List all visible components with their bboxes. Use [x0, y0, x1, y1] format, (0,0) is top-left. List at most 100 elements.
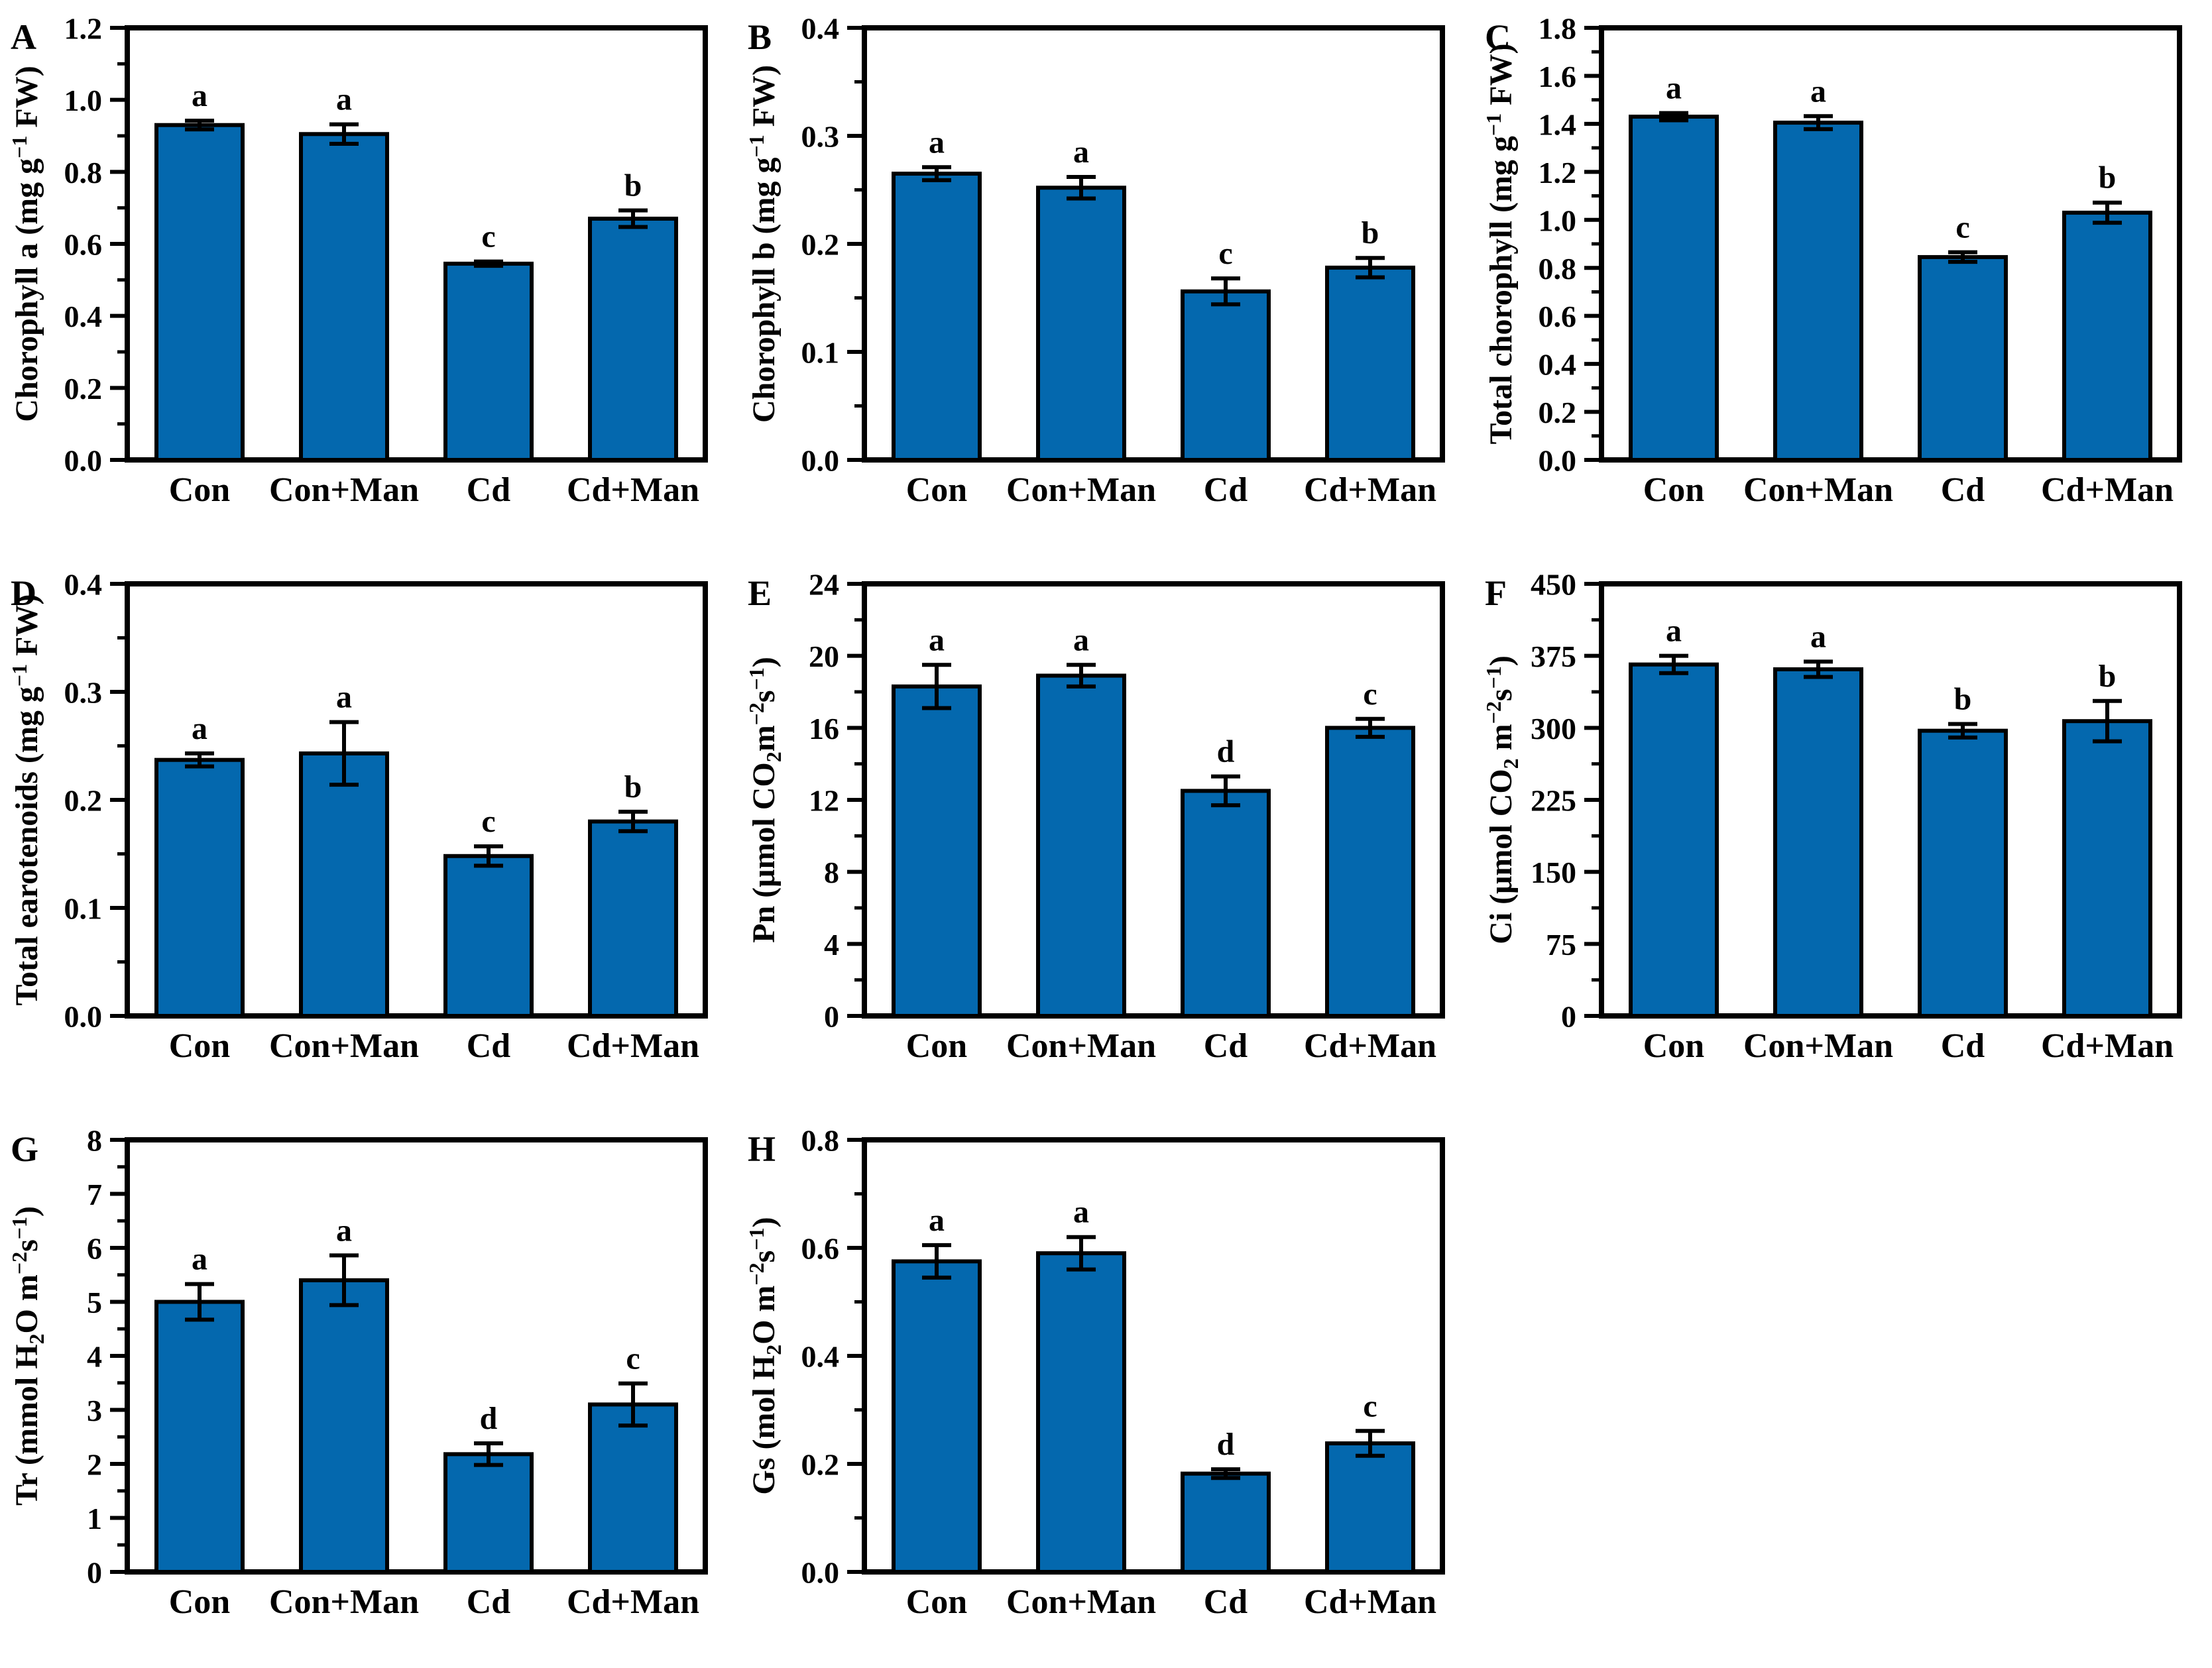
y-tick-label: 4 — [87, 1340, 102, 1374]
y-axis-label-text: Tr (mmol H — [9, 1344, 44, 1506]
panel-H: 0.0 0.2 0.4 0.6 0.8 a Con a Con+Man d Cd c Cd+Man Gs … — [737, 1112, 1474, 1668]
x-category-label: Con — [169, 1583, 231, 1621]
bar-Cd — [443, 261, 534, 462]
y-tick-label: 0.4 — [64, 568, 103, 602]
x-category-label: Cd — [1204, 1583, 1248, 1621]
y-tick-label: 0.0 — [801, 444, 840, 478]
bar-Cd — [1918, 254, 2008, 462]
bar-Con+Man — [1773, 667, 1863, 1018]
y-tick-label: 1.6 — [1539, 60, 1577, 93]
y-tick-label: 375 — [1531, 639, 1576, 673]
panel-letter: A — [11, 17, 36, 57]
y-axis-label-sup: −1 — [744, 667, 768, 690]
y-axis-label-sup: −1 — [1482, 666, 1505, 689]
y-axis-label-sup: −1 — [744, 135, 768, 157]
sig-letter: d — [480, 1401, 498, 1436]
bar-Cd+Man — [588, 216, 678, 462]
x-category-label: Cd+Man — [1304, 1583, 1436, 1621]
y-tick-label: 75 — [1546, 928, 1576, 962]
bar-Cd+Man — [2062, 719, 2152, 1019]
sig-letter: a — [1666, 71, 1682, 106]
bar-chart-A: 0.0 0.2 0.4 0.6 0.8 1.0 1.2 a Con a Con+Man c Cd b Cd+… — [7, 12, 708, 509]
y-tick-label: 0.8 — [1539, 252, 1577, 286]
y-axis-label: Tr (mmol H2O m−2s−1) — [7, 1206, 48, 1506]
panel-B: 0.0 0.1 0.2 0.3 0.4 a Con a Con+Man c Cd b Cd+Man Cho… — [737, 0, 1474, 556]
bar-Cd+Man — [588, 819, 678, 1018]
panel-letter: F — [1485, 573, 1507, 613]
x-category-label: Cd — [467, 1027, 511, 1065]
y-tick-label: 1.2 — [1539, 156, 1577, 190]
y-tick-label: 0.2 — [64, 372, 103, 406]
y-tick-label: 4 — [824, 928, 839, 962]
panel-D: 0.0 0.1 0.2 0.3 0.4 a Con a Con+Man c Cd b Cd+Man Tot… — [0, 556, 737, 1112]
x-category-label: Con — [906, 1027, 968, 1065]
x-category-label: Cd+Man — [1304, 1027, 1436, 1065]
x-category-label: Con — [1643, 471, 1705, 509]
y-tick-label: 0.0 — [64, 444, 103, 478]
bar-Con+Man — [1036, 673, 1126, 1019]
bar-Cd+Man — [588, 1402, 678, 1574]
bar-Con+Man — [299, 751, 389, 1018]
y-tick-label: 2 — [87, 1448, 102, 1482]
y-axis-label-text: m — [1484, 724, 1519, 758]
y-tick-label: 150 — [1531, 856, 1576, 889]
sig-letter: a — [1073, 1195, 1089, 1230]
x-category-label: Con+Man — [269, 1583, 419, 1621]
x-category-label: Cd — [467, 471, 511, 509]
y-axis-label-sub: 2 — [1499, 758, 1523, 769]
y-tick-label: 8 — [824, 856, 839, 889]
y-tick-label: 0 — [1561, 1000, 1576, 1034]
sig-letter: a — [1073, 135, 1089, 170]
y-axis-label-text: Chorophyll a (mg g — [9, 158, 44, 422]
x-category-label: Con+Man — [1743, 471, 1893, 509]
sig-letter: d — [1217, 1427, 1235, 1462]
sig-letter: c — [1363, 1388, 1377, 1423]
y-axis-label-text: FW) — [9, 66, 44, 135]
bar-Con — [892, 1259, 982, 1574]
panel-F: 0 75 150 225 300 375 450 a Con a Con+Man b Cd b Cd+Man… — [1474, 556, 2211, 1112]
x-category-label: Cd+Man — [567, 471, 699, 509]
x-category-label: Cd — [1204, 1027, 1248, 1065]
sig-letter: a — [1810, 74, 1826, 109]
x-category-label: Con+Man — [269, 471, 419, 509]
x-category-label: Cd — [1941, 1027, 1985, 1065]
y-tick-label: 0.6 — [801, 1232, 840, 1266]
y-tick-label: 0.0 — [1539, 444, 1577, 478]
bar-Cd+Man — [1325, 1441, 1415, 1574]
bar-Con — [154, 757, 245, 1018]
y-tick-label: 0.8 — [64, 156, 103, 190]
sig-letter: b — [624, 168, 642, 203]
panel-E: 0 4 8 12 16 20 24 a Con a Con+Man d Cd c Cd+Man Pn (μmo… — [737, 556, 1474, 1112]
y-tick-label: 225 — [1531, 784, 1576, 818]
y-tick-label: 450 — [1531, 568, 1576, 602]
sig-letter: c — [626, 1341, 640, 1376]
y-tick-label: 0.3 — [801, 120, 840, 154]
bar-chart-F: 0 75 150 225 300 375 450 a Con a Con+Man b Cd b Cd+Man… — [1482, 568, 2182, 1065]
bar-Con — [892, 684, 982, 1018]
sig-letter: a — [1810, 619, 1826, 654]
x-category-label: Con — [906, 1583, 968, 1621]
y-axis-label-text: Ci (μmol CO — [1484, 769, 1519, 944]
sig-letter: a — [929, 125, 945, 160]
sig-letter: a — [336, 1213, 352, 1248]
y-axis-label-sup: −2 — [1482, 701, 1505, 724]
x-category-label: Con+Man — [269, 1027, 419, 1065]
y-tick-label: 12 — [809, 784, 839, 818]
bar-Con — [154, 123, 245, 462]
x-category-label: Con — [1643, 1027, 1705, 1065]
x-category-label: Cd+Man — [567, 1583, 699, 1621]
y-tick-label: 0.4 — [64, 300, 103, 333]
y-axis-label-sup: −1 — [1482, 113, 1505, 136]
y-axis-label-sup: −2 — [744, 1262, 768, 1285]
y-axis-label-text: ) — [1484, 655, 1519, 666]
y-axis-label-text: s — [746, 1251, 782, 1263]
x-category-label: Cd — [1204, 471, 1248, 509]
bar-Cd+Man — [1325, 726, 1415, 1018]
bar-chart-C: 0.0 0.2 0.4 0.6 0.8 1.0 1.2 1.4 1.6 1.8 a Con a Con+M… — [1482, 12, 2182, 509]
y-tick-label: 8 — [87, 1124, 102, 1158]
x-category-label: Cd+Man — [2041, 1027, 2174, 1065]
bar-Con+Man — [299, 132, 389, 463]
bar-Con+Man — [1036, 1251, 1126, 1574]
y-axis-label-text: O m — [746, 1286, 782, 1345]
sig-letter: b — [2099, 160, 2117, 195]
